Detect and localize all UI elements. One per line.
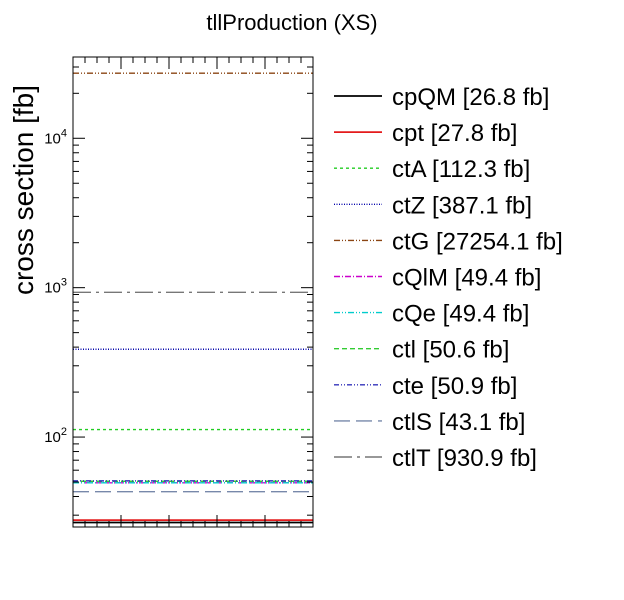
legend-label-ctlS: ctlS [43.1 fb] [392, 409, 525, 436]
legend: cpQM [26.8 fb] cpt [27.8 fb] ctA [112.3 fb… [334, 84, 563, 472]
legend-label-cQe: cQe [49.4 fb] [392, 301, 529, 328]
chart-title: tllProduction (XS) [206, 10, 377, 35]
y-axis-label: cross section [fb] [8, 85, 39, 295]
y-tick-label: 104 [44, 127, 67, 147]
legend-label-cQlM: cQlM [49.4 fb] [392, 265, 541, 292]
legend-label-ctZ: ctZ [387.1 fb] [392, 192, 532, 219]
plot-lines [73, 72, 313, 524]
legend-label-ctG: ctG [27254.1 fb] [392, 228, 563, 255]
y-tick-labels: 102 103 104 [44, 127, 67, 446]
legend-label-cpt: cpt [27.8 fb] [392, 120, 517, 147]
y-tick-label: 103 [44, 277, 67, 297]
legend-label-cpQM: cpQM [26.8 fb] [392, 84, 549, 111]
axis-ticks [73, 57, 313, 527]
y-tick-label: 102 [44, 426, 67, 446]
legend-label-ctA: ctA [112.3 fb] [392, 156, 530, 183]
legend-label-ctl: ctl [50.6 fb] [392, 337, 509, 364]
legend-label-ctlT: ctlT [930.9 fb] [392, 445, 537, 472]
legend-label-cte: cte [50.9 fb] [392, 373, 517, 400]
